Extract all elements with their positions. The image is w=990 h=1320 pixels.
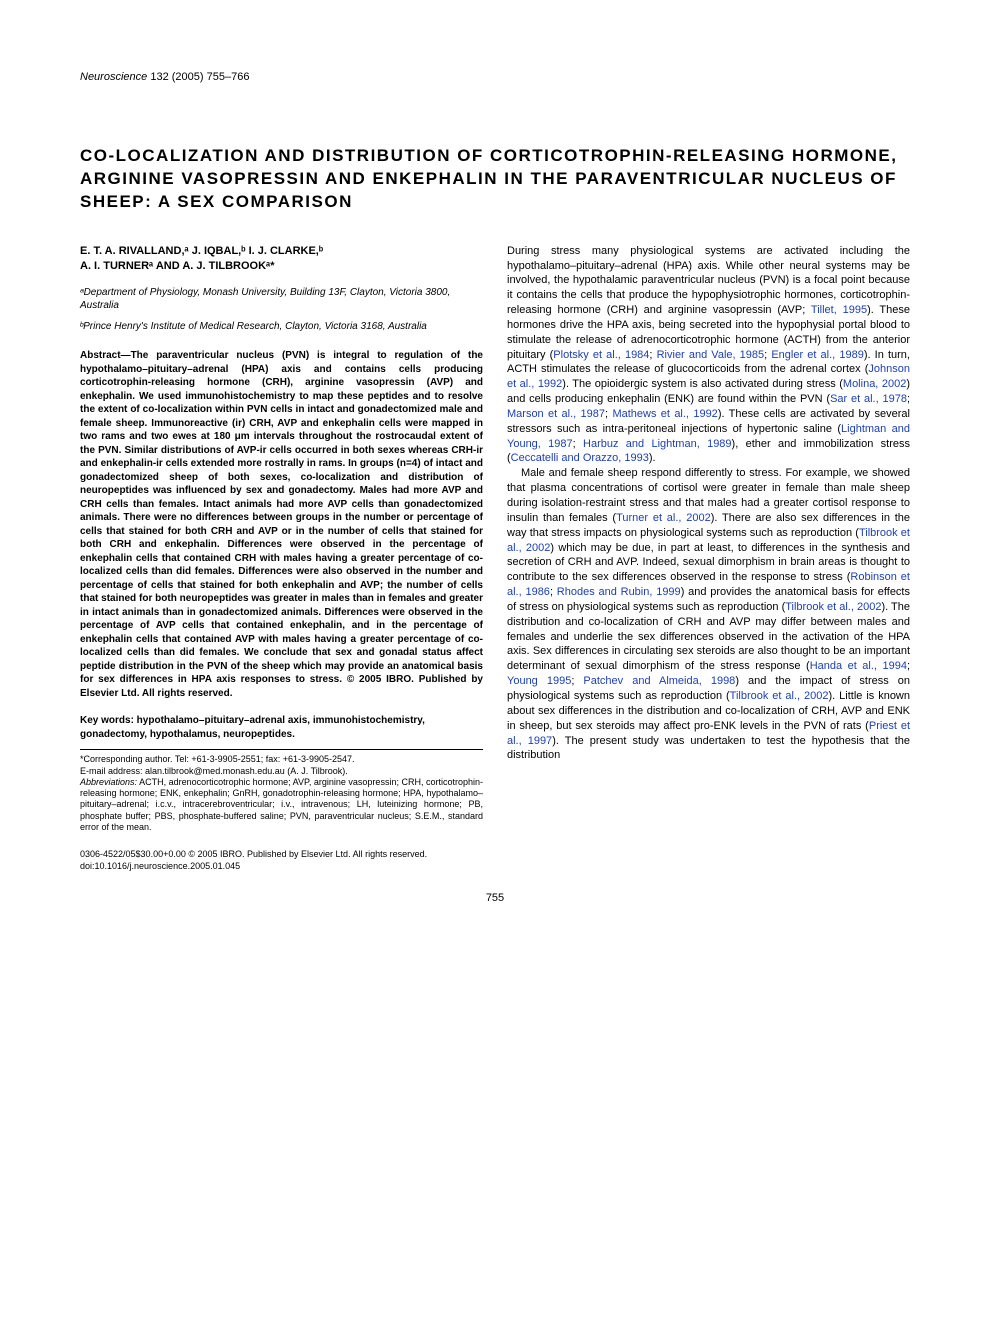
citation[interactable]: Patchev and Almeida, 1998 — [583, 675, 735, 687]
authors-line-1: E. T. A. RIVALLAND,ᵃ J. IQBAL,ᵇ I. J. CL… — [80, 244, 483, 259]
affiliation-a: ᵃDepartment of Physiology, Monash Univer… — [80, 286, 483, 312]
citation[interactable]: Sar et al., 1978 — [830, 393, 907, 405]
intro-paragraph-2: Male and female sheep respond differentl… — [507, 466, 910, 763]
left-column: E. T. A. RIVALLAND,ᵃ J. IQBAL,ᵇ I. J. CL… — [80, 244, 483, 834]
citation[interactable]: Marson et al., 1987 — [507, 408, 605, 420]
journal-reference: Neuroscience 132 (2005) 755–766 — [80, 70, 910, 85]
copyright-line: 0306-4522/05$30.00+0.00 © 2005 IBRO. Pub… — [80, 849, 910, 861]
article-title: CO-LOCALIZATION AND DISTRIBUTION OF CORT… — [80, 145, 910, 214]
citation[interactable]: Engler et al., 1989 — [771, 349, 863, 361]
citation[interactable]: Harbuz and Lightman, 1989 — [583, 438, 732, 450]
right-column: During stress many physiological systems… — [507, 244, 910, 834]
footnote-block: *Corresponding author. Tel: +61-3-9905-2… — [80, 754, 483, 833]
citation[interactable]: Handa et al., 1994 — [810, 660, 907, 672]
journal-name: Neuroscience — [80, 71, 147, 83]
citation[interactable]: Mathews et al., 1992 — [612, 408, 717, 420]
abbreviations-label: Abbreviations: — [80, 777, 137, 787]
intro-paragraph-1: During stress many physiological systems… — [507, 244, 910, 467]
citation[interactable]: Molina, 2002 — [843, 378, 906, 390]
journal-year: (2005) — [172, 71, 204, 83]
two-column-layout: E. T. A. RIVALLAND,ᵃ J. IQBAL,ᵇ I. J. CL… — [80, 244, 910, 834]
citation[interactable]: Young 1995 — [507, 675, 571, 687]
journal-pages: 755–766 — [207, 71, 250, 83]
footnote-divider — [80, 749, 483, 750]
page-number: 755 — [80, 891, 910, 906]
citation[interactable]: Tillet, 1995 — [811, 304, 867, 316]
authors-line-2: A. I. TURNERᵃ AND A. J. TILBROOKᵃ* — [80, 259, 483, 274]
citation[interactable]: Plotsky et al., 1984 — [553, 349, 649, 361]
doi-line: doi:10.1016/j.neuroscience.2005.01.045 — [80, 861, 910, 873]
abstract-text: Abstract—The paraventricular nucleus (PV… — [80, 349, 483, 700]
citation[interactable]: Rhodes and Rubin, 1999 — [557, 586, 681, 598]
journal-volume: 132 — [150, 71, 168, 83]
citation[interactable]: Rivier and Vale, 1985 — [657, 349, 765, 361]
citation[interactable]: Ceccatelli and Orazzo, 1993 — [511, 452, 649, 464]
citation[interactable]: Turner et al., 2002 — [616, 512, 711, 524]
corresponding-author: *Corresponding author. Tel: +61-3-9905-2… — [80, 754, 483, 765]
keywords-text: Key words: hypothalamo–pituitary–adrenal… — [80, 714, 483, 741]
authors-block: E. T. A. RIVALLAND,ᵃ J. IQBAL,ᵇ I. J. CL… — [80, 244, 483, 275]
citation[interactable]: Tilbrook et al., 2002 — [730, 690, 829, 702]
copyright-block: 0306-4522/05$30.00+0.00 © 2005 IBRO. Pub… — [80, 849, 910, 872]
citation[interactable]: Tilbrook et al., 2002 — [785, 601, 881, 613]
email-line: E-mail address: alan.tilbrook@med.monash… — [80, 766, 483, 777]
affiliation-b: ᵇPrince Henry's Institute of Medical Res… — [80, 320, 483, 333]
abbreviations-text: ACTH, adrenocorticotrophic hormone; AVP,… — [80, 777, 483, 832]
